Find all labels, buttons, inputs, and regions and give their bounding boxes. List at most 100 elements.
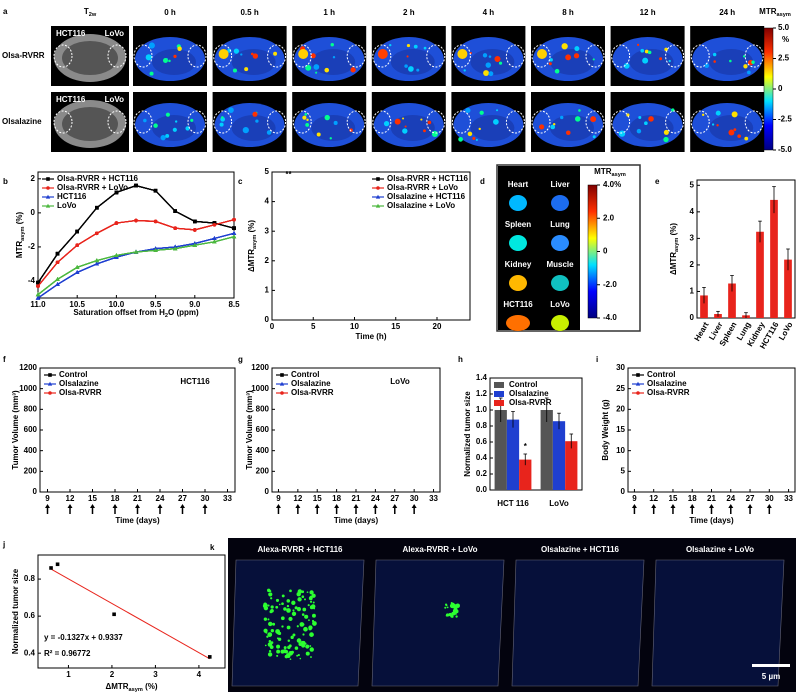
treatment-arrow <box>747 504 753 508</box>
marker <box>231 234 237 239</box>
label-part: MTR <box>594 167 612 176</box>
fluorescence <box>292 633 296 637</box>
colorbar <box>587 184 598 319</box>
image-label: Alexa-RVRR + HCT116 <box>258 545 344 554</box>
cest-spot <box>485 62 491 68</box>
cest-map <box>390 115 435 141</box>
cest-spot <box>550 124 556 130</box>
cest-spot <box>715 110 721 116</box>
label-part: (%) <box>247 220 256 235</box>
fluorescence <box>311 593 316 598</box>
cest-spot <box>273 51 278 56</box>
marker <box>35 295 41 300</box>
y-tick-label: 0 <box>690 313 695 322</box>
colorbar <box>763 27 774 151</box>
cest-map <box>311 49 356 75</box>
cest-spot <box>389 43 392 47</box>
x-tick-label: 27 <box>178 494 187 503</box>
cest-spot <box>165 112 170 117</box>
marker <box>55 562 60 567</box>
cest-spot <box>255 119 259 123</box>
treatment-arrow <box>90 504 95 508</box>
fluorescence <box>276 654 279 657</box>
organ-label: LoVo <box>550 300 570 309</box>
fluorescence <box>276 644 281 649</box>
y-tick-label: 0.2 <box>476 469 488 478</box>
tumor-roi <box>531 110 551 134</box>
treatment-arrow <box>651 504 657 508</box>
cest-spot <box>592 58 595 61</box>
cest-spot <box>578 109 581 112</box>
x-tick-label: 24 <box>371 494 380 503</box>
scale-bar <box>752 664 790 667</box>
fluorescence <box>301 590 305 594</box>
cest-spot <box>728 129 735 136</box>
fluorescence <box>309 632 314 637</box>
marker <box>173 246 178 251</box>
fluorescence <box>287 639 291 642</box>
legend-label: Olsa-RVRR <box>509 398 552 407</box>
colorbar-tick-label: 0 <box>603 247 608 256</box>
y-axis-label: Normalized tumor size <box>463 391 472 477</box>
marker <box>95 205 99 210</box>
tumor-roi <box>213 44 233 68</box>
cest-spot <box>330 43 334 47</box>
marker <box>35 292 41 297</box>
y-tick-label: 1.2 <box>476 389 488 398</box>
legend-label: Olsa-RVRR + HCT116 <box>57 174 139 183</box>
legend-label: Olsa-RVRR <box>291 388 334 397</box>
colorbar-tick-label: -2.5 <box>778 115 792 124</box>
cest-spot <box>479 110 484 115</box>
fluorescence <box>450 614 453 618</box>
treatment-arrow <box>689 504 695 508</box>
tumor-roi <box>611 44 631 68</box>
y-tick-label: 1 <box>265 286 270 295</box>
marker <box>46 186 50 190</box>
image-label: Alexa-RVRR + LoVo <box>402 545 477 554</box>
x-tick-label: 24 <box>726 494 735 503</box>
cest-spot <box>668 59 671 63</box>
panel-letter: a <box>3 7 8 16</box>
label-part: Time (h) <box>356 332 387 341</box>
cest-spot <box>574 46 580 52</box>
y-tick-label: 2 <box>690 260 695 269</box>
y-axis-label: Body Weight (g) <box>601 399 610 461</box>
y-tick-label: 10 <box>616 446 625 455</box>
cest-spot <box>153 123 158 128</box>
fluorescence <box>284 654 289 659</box>
cest-map <box>629 115 674 141</box>
fluorescence <box>299 657 302 660</box>
tumor-roi <box>585 44 605 68</box>
cest-spot <box>701 113 705 117</box>
y-axis-label: ΔMTRasym (%) <box>247 220 258 272</box>
fluorescence <box>275 605 279 609</box>
fluorescence <box>297 597 302 602</box>
fluorescence <box>288 616 293 622</box>
fluorescence <box>445 613 450 617</box>
cest-spot <box>712 52 717 57</box>
fluorescence <box>444 606 447 609</box>
legend-label: Olsalazine <box>647 379 687 388</box>
colorbar-title: MTRasym <box>759 7 791 18</box>
cest-spot <box>733 128 737 132</box>
treatment-arrow <box>157 504 163 508</box>
fluorescence <box>270 608 274 613</box>
bar <box>700 295 708 318</box>
marker <box>55 251 60 256</box>
organ-label: Spleen <box>505 220 531 229</box>
fluorescence <box>264 644 267 647</box>
x-tick-label: HCT 116 <box>497 499 529 508</box>
y-tick-label: 800 <box>256 404 270 413</box>
cest-map <box>311 115 356 141</box>
legend-swatch <box>494 391 504 397</box>
y-tick-label: 400 <box>256 446 270 455</box>
fluorescence <box>286 599 291 603</box>
column-header: 2 h <box>403 8 415 17</box>
cest-spot <box>173 54 177 58</box>
fluorescence <box>292 609 295 612</box>
cest-spot <box>266 130 272 135</box>
label-part: ΔMTR <box>247 249 256 272</box>
cest-spot <box>172 127 177 132</box>
marker <box>55 282 60 286</box>
